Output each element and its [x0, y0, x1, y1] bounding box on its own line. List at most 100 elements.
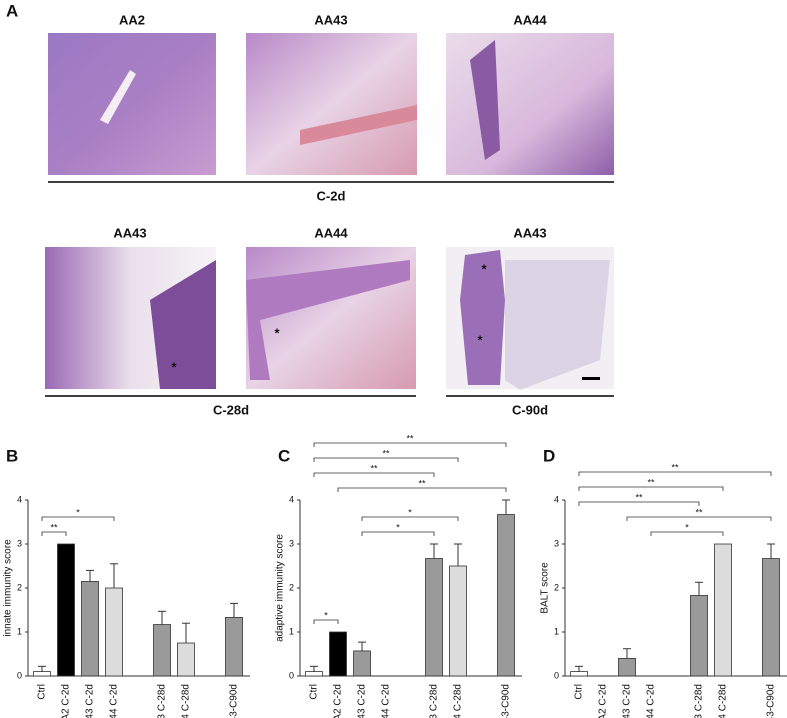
- y-tick-label: 1: [17, 626, 22, 636]
- x-tick-label: AA43-C90d: [501, 684, 512, 718]
- image-titles: AA2 AA43 AA44 AA43 AA44 AA43: [113, 12, 547, 240]
- bar: [153, 624, 171, 677]
- x-tick-label: AA44 C-2d: [646, 684, 657, 718]
- image-detail: [460, 250, 505, 385]
- y-tick-label: 0: [289, 670, 294, 680]
- significance-bracket: [626, 516, 772, 521]
- significance-bracket: [337, 487, 507, 492]
- y-tick-label: 3: [554, 538, 559, 548]
- panel-label: C: [278, 446, 290, 465]
- x-tick-label: Ctrl: [574, 684, 585, 700]
- bar-chart: D BALT score 0 1 2 3 4 Ctrl AA2 C-2d AA43 C-2d AA4…: [540, 446, 787, 718]
- x-tick-label: Ctrl: [309, 684, 320, 700]
- significance-bracket: [650, 531, 724, 536]
- image-title: AA43: [314, 12, 347, 27]
- y-tick-label: 2: [554, 582, 559, 592]
- image-title: AA43: [513, 225, 546, 240]
- x-tick-label: AA2 C-2d: [333, 684, 344, 718]
- y-tick-label: 3: [17, 538, 22, 548]
- image-title: AA44: [314, 225, 348, 240]
- x-tick-label: AA43-C90d: [229, 684, 240, 718]
- x-tick-label: AA44 C-2d: [109, 684, 120, 718]
- x-tick-label: AA43-C90d: [766, 684, 777, 718]
- x-tick-label: AA43 C-2d: [357, 684, 368, 718]
- significance-bracket: [313, 457, 459, 462]
- y-axis-label: adaptive immunity score: [275, 534, 286, 642]
- significance-bracket: [361, 516, 459, 521]
- x-tick-label: AA43 C-2d: [85, 684, 96, 718]
- y-tick-label: 2: [289, 582, 294, 592]
- bar: [618, 658, 636, 677]
- bar: [570, 671, 588, 677]
- significance-label: **: [635, 492, 643, 502]
- bar: [177, 642, 195, 677]
- image: [246, 33, 417, 175]
- bar: [105, 587, 123, 677]
- bar: [305, 671, 323, 677]
- panel-label: D: [543, 446, 555, 465]
- y-tick-label: 0: [554, 670, 559, 680]
- bar: [57, 543, 75, 677]
- x-tick-label: AA44 C-28d: [453, 684, 464, 718]
- histology-images: [45, 33, 614, 390]
- significance-label: *: [76, 507, 80, 517]
- significance-label: **: [418, 478, 426, 488]
- x-tick-label: AA44 C-28d: [181, 684, 192, 718]
- image-detail: [246, 260, 410, 380]
- image-detail: [300, 105, 417, 145]
- image-title: AA43: [113, 225, 146, 240]
- group-label: C-28d: [213, 402, 249, 417]
- y-tick-label: 1: [554, 626, 559, 636]
- panel-label: A: [6, 1, 18, 20]
- significance-bracket: [313, 619, 339, 624]
- significance-bracket: [41, 516, 115, 521]
- bar: [425, 558, 443, 677]
- significance-label: *: [685, 522, 689, 532]
- y-axis-label: BALT score: [540, 562, 551, 614]
- significance-label: *: [396, 522, 400, 532]
- significance-label: *: [324, 610, 328, 620]
- significance-label: **: [382, 448, 390, 458]
- image-mark: *: [481, 261, 487, 276]
- image-title: AA2: [119, 12, 145, 27]
- bar: [690, 595, 708, 677]
- bar: [497, 514, 515, 677]
- significance-label: **: [370, 463, 378, 473]
- y-tick-label: 4: [554, 494, 559, 504]
- image-mark: *: [477, 332, 483, 347]
- x-tick-label: AA2 C-2d: [598, 684, 609, 718]
- x-tick-label: AA2 C-2d: [61, 684, 72, 718]
- y-tick-label: 4: [289, 494, 294, 504]
- significance-label: **: [50, 522, 58, 532]
- significance-label: **: [406, 433, 414, 443]
- x-tick-label: AA43 C-28d: [694, 684, 705, 718]
- y-tick-label: 2: [17, 582, 22, 592]
- x-tick-label: AA44 C-2d: [381, 684, 392, 718]
- significance-label: **: [671, 462, 679, 472]
- y-tick-label: 0: [17, 670, 22, 680]
- significance-bracket: [41, 531, 67, 536]
- bar: [81, 581, 99, 677]
- y-tick-label: 3: [289, 538, 294, 548]
- bar: [329, 631, 347, 677]
- significance-label: **: [647, 477, 655, 487]
- bar: [762, 558, 780, 677]
- significance-label: *: [408, 507, 412, 517]
- image-mark: *: [171, 359, 177, 374]
- x-tick-label: AA43 C-2d: [622, 684, 633, 718]
- bar: [714, 543, 732, 677]
- image-detail: [470, 40, 500, 160]
- scale-bar: [582, 377, 600, 380]
- bar: [353, 650, 371, 677]
- image-title: AA44: [513, 12, 547, 27]
- significance-bracket: [578, 501, 700, 506]
- significance-bracket: [361, 531, 435, 536]
- image-detail: [150, 260, 216, 389]
- bar: [33, 671, 51, 677]
- group-label: C-90d: [512, 402, 548, 417]
- y-axis-label: innate immunity score: [3, 539, 14, 637]
- panel-label: B: [6, 446, 18, 465]
